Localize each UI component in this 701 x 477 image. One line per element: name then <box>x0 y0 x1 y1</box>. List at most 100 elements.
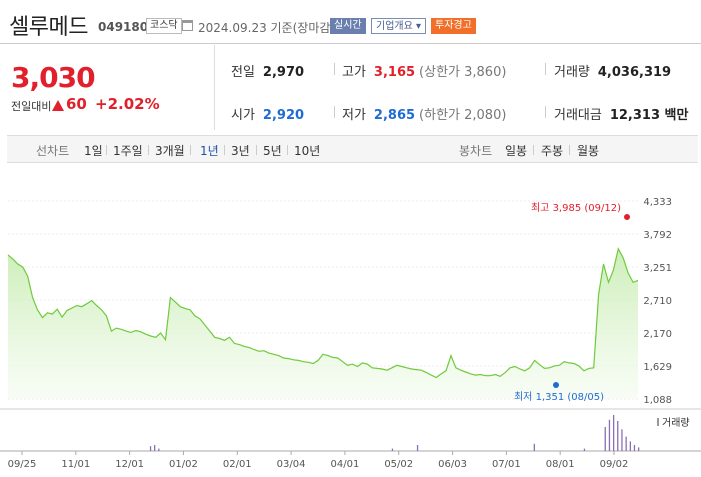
stat-high-label: 고가 <box>342 65 366 80</box>
volume-bar <box>154 445 156 451</box>
stat-amount-value: 12,313 백만 <box>609 108 689 123</box>
volume-bar <box>608 419 611 451</box>
x-tick-label: 02/01 <box>223 459 252 470</box>
volume-bar <box>533 443 535 451</box>
period-3y[interactable]: 3년 <box>231 144 250 158</box>
line-chart-title: 선차트 <box>36 144 70 158</box>
divider <box>256 145 257 155</box>
candle-monthly[interactable]: 월봉 <box>577 144 600 158</box>
current-price: 3,030 <box>11 61 96 94</box>
y-tick-label: 2,710 <box>643 296 672 307</box>
volume-bar <box>158 448 160 451</box>
volume-bar <box>391 448 394 451</box>
price-line <box>7 247 639 379</box>
candle-chart-title: 봉차트 <box>459 144 493 158</box>
stat-open-label: 시가 <box>231 108 255 123</box>
volume-bar <box>638 447 640 451</box>
y-tick-label: 2,170 <box>643 329 672 340</box>
y-tick-label: 3,251 <box>643 263 672 274</box>
divider <box>287 145 288 155</box>
stat-low-label: 저가 <box>342 108 366 123</box>
stat-high-value: 3,165 <box>373 65 416 80</box>
period-bar: 선차트 1일 1주일 3개월 1년 3년 5년 10년 봉차트 일봉 주봉 월봉 <box>7 135 698 163</box>
price-area <box>8 248 638 399</box>
divider <box>334 106 335 118</box>
x-tick-label: 11/01 <box>61 459 90 470</box>
volume-bar <box>629 441 631 451</box>
investment-warning-badge[interactable]: 투자경고 <box>431 18 476 34</box>
change-label: 전일대비 <box>11 100 52 113</box>
stat-amount-label: 거래대금 <box>554 108 602 123</box>
change-percent: +2.02% <box>95 95 160 113</box>
period-5y[interactable]: 5년 <box>263 144 282 158</box>
realtime-button[interactable]: 실시간 <box>330 18 366 34</box>
y-tick-label: 3,792 <box>643 230 672 241</box>
volume-bar <box>583 448 586 451</box>
y-tick-label: 4,333 <box>643 197 672 208</box>
stat-amount: 거래대금 12,313 백만 <box>554 104 688 123</box>
x-tick-label: 07/01 <box>492 459 521 470</box>
stat-low: 저가 2,865 (하한가 2,080) <box>342 104 506 123</box>
x-tick-label: 01/02 <box>169 459 198 470</box>
volume-legend-label: 거래량 <box>662 417 690 429</box>
volume-bar <box>613 415 615 451</box>
price-box: 3,030 전일대비 60 +2.02% <box>0 45 215 130</box>
x-tick-label: 03/04 <box>277 459 306 470</box>
x-tick-label: 04/01 <box>330 459 359 470</box>
company-overview-dropdown[interactable]: 기업개요 ▾ <box>371 18 426 34</box>
divider <box>148 145 149 155</box>
x-tick-label: 05/02 <box>384 459 413 470</box>
period-1y[interactable]: 1년 <box>200 144 219 158</box>
stat-high-limit: (상한가 3,860) <box>419 65 507 80</box>
candle-weekly[interactable]: 주봉 <box>541 144 564 158</box>
period-10y[interactable]: 10년 <box>294 144 321 158</box>
volume-bar <box>149 446 152 451</box>
stat-volume-value: 4,036,319 <box>597 65 672 80</box>
volume-bar <box>617 421 619 451</box>
candle-daily[interactable]: 일봉 <box>505 144 528 158</box>
high-point-marker <box>624 214 630 220</box>
divider <box>545 63 546 75</box>
x-axis: 09/25 11/01 12/01 01/02 02/01 03/04 04/01 05/02… <box>8 451 629 470</box>
y-tick-label: 1,088 <box>643 395 672 406</box>
period-1d[interactable]: 1일 <box>84 144 103 158</box>
x-tick-label: 09/02 <box>600 459 629 470</box>
market-badge: 코스닥 <box>146 18 182 34</box>
stat-low-limit: (하한가 2,080) <box>419 108 507 123</box>
x-tick-label: 12/01 <box>115 459 144 470</box>
divider <box>533 145 534 155</box>
stock-header: 셀루메드 049180 코스닥 2024.09.23 기준(장마감) 실시간 기… <box>0 0 701 44</box>
y-tick-label: 1,629 <box>643 362 672 373</box>
stat-prev-value: 2,970 <box>262 65 305 80</box>
volume-bar <box>625 436 627 451</box>
low-annotation: 최저 1,351 (08/05) <box>514 391 604 403</box>
base-date: 2024.09.23 기준(장마감) <box>198 21 336 35</box>
volume-bar <box>621 429 623 451</box>
stat-volume: 거래량 4,036,319 <box>554 61 671 80</box>
period-1w[interactable]: 1주일 <box>113 144 143 158</box>
price-chart: 4,333 3,792 3,251 2,710 2,170 1,629 1,088 09/2… <box>0 197 701 470</box>
x-tick-label: 06/03 <box>438 459 467 470</box>
volume-legend-icon <box>657 418 659 426</box>
volume-bar <box>633 445 636 451</box>
change-value: 60 <box>66 95 87 113</box>
divider <box>569 145 570 155</box>
high-annotation: 최고 3,985 (09/12) <box>531 202 621 214</box>
stat-open-value: 2,920 <box>262 108 305 123</box>
period-3m[interactable]: 3개월 <box>155 144 185 158</box>
divider <box>545 106 546 118</box>
divider <box>224 145 225 155</box>
stock-code: 049180 <box>98 20 149 34</box>
volume-bars <box>149 415 640 451</box>
x-tick-label: 09/25 <box>8 459 37 470</box>
low-point-marker <box>553 382 559 388</box>
up-triangle-icon <box>52 100 64 111</box>
volume-bar <box>604 427 606 451</box>
stat-prev-label: 전일 <box>231 65 255 80</box>
calendar-icon <box>182 20 193 31</box>
volume-bar <box>416 445 419 451</box>
stock-name: 셀루메드 <box>9 15 88 40</box>
divider <box>106 145 107 155</box>
stat-prev: 전일 2,970 <box>231 61 304 80</box>
x-tick-label: 08/01 <box>546 459 575 470</box>
